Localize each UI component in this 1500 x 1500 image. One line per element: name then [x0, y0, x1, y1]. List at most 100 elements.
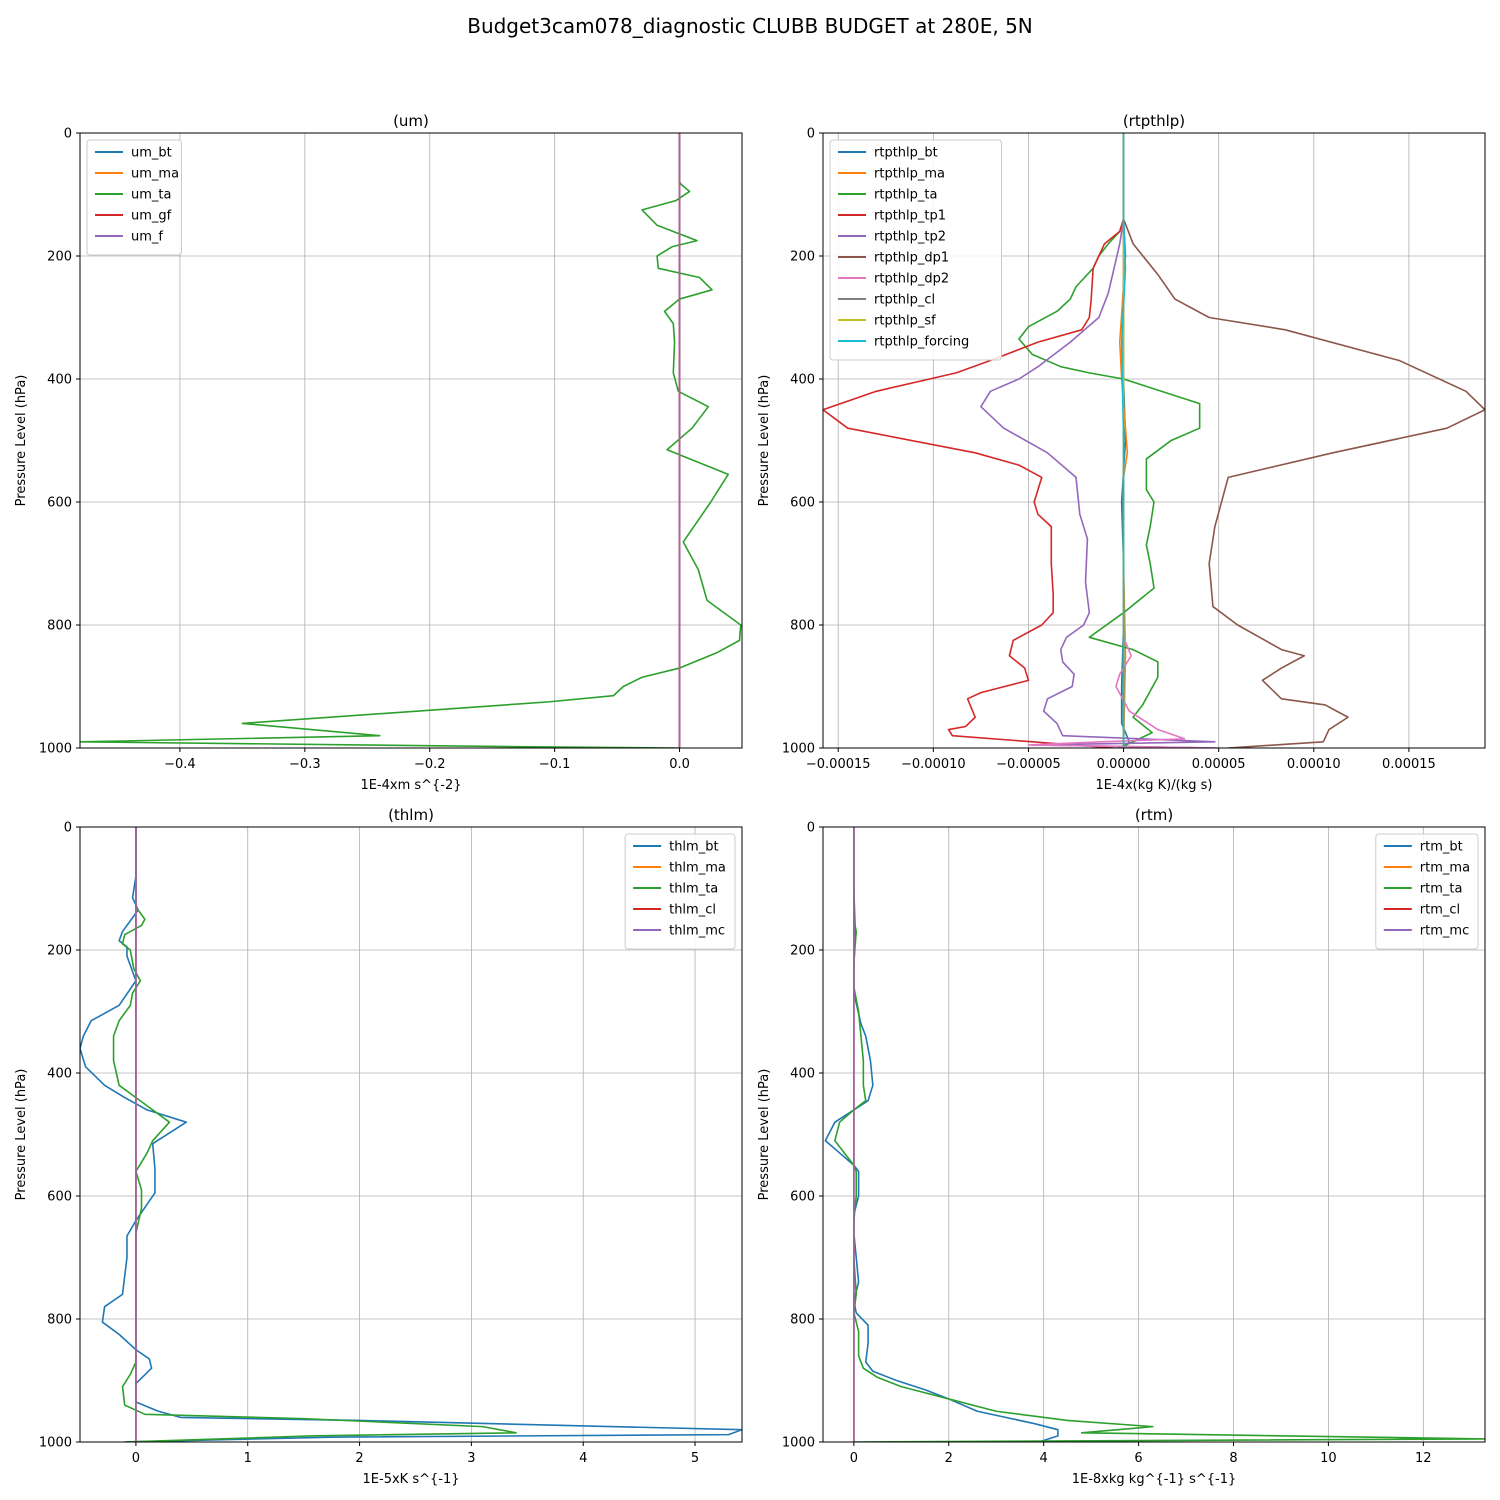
x-tick-label: 4	[579, 1451, 587, 1466]
legend-label-um_ta: um_ta	[131, 188, 171, 203]
series-group	[824, 827, 1485, 1442]
y-tick-label: 200	[790, 944, 815, 959]
legend-label-rtpthlp_sf: rtpthlp_sf	[874, 314, 936, 329]
plot-frame	[822, 826, 1486, 1443]
y-tick-label: 0	[64, 127, 72, 142]
x-axis-label: 1E-4xm s^{-2}	[360, 778, 461, 793]
series-line-rtpthlp_tp2	[980, 133, 1216, 748]
chart-panel-1: −0.00015 −0.00010 −0.00005 0.00000 0.00005 0.…	[757, 112, 1486, 793]
legend-box	[1375, 833, 1479, 950]
x-tick-label: 0	[132, 1451, 140, 1466]
legend-label-rtm_mc: rtm_mc	[1420, 924, 1469, 939]
legend-label-rtm_cl: rtm_cl	[1420, 903, 1460, 918]
x-tick-label: 1	[244, 1451, 252, 1466]
legend-label-thlm_bt: thlm_bt	[669, 840, 718, 855]
y-tick-label: 800	[47, 1313, 72, 1328]
x-axis-label: 1E-4x(kg K)/(kg s)	[1096, 778, 1213, 793]
chart-title: (um)	[393, 112, 429, 130]
y-tick-label: 0	[807, 821, 815, 836]
y-tick-label: 400	[47, 373, 72, 388]
plot-frame	[79, 826, 743, 1443]
y-axis-label: Pressure Level (hPa)	[757, 1069, 772, 1201]
y-tick-label: 600	[47, 1190, 72, 1205]
legend: thlm_bt thlm_ma thlm_ta thlm_cl thlm_mc	[624, 833, 736, 950]
y-tick-label: 200	[47, 250, 72, 265]
x-tick-label: 0	[850, 1451, 858, 1466]
y-tick-label: 400	[790, 1067, 815, 1082]
chart-title: (rtm)	[1135, 806, 1173, 824]
y-axis-label: Pressure Level (hPa)	[14, 1069, 29, 1201]
series-line-rtpthlp_ta	[1018, 133, 1201, 748]
y-tick-label: 1000	[39, 1436, 72, 1451]
legend-label-rtpthlp_ta: rtpthlp_ta	[874, 188, 937, 203]
legend-label-thlm_ta: thlm_ta	[669, 882, 718, 897]
y-tick-label: 1000	[39, 742, 72, 757]
x-tick-label: −0.1	[539, 757, 571, 772]
legend-label-rtpthlp_forcing: rtpthlp_forcing	[874, 335, 969, 350]
y-tick-label: 800	[790, 619, 815, 634]
x-tick-label: −0.00005	[996, 757, 1061, 772]
legend-label-um_bt: um_bt	[131, 146, 172, 161]
x-tick-label: 0.00015	[1382, 757, 1436, 772]
x-tick-label: 3	[467, 1451, 475, 1466]
figure-title: Budget3cam078_diagnostic CLUBB BUDGET at…	[467, 14, 1033, 38]
x-tick-label: 10	[1320, 1451, 1337, 1466]
series-line-rtpthlp_ma	[1118, 133, 1129, 748]
series-group	[80, 133, 742, 748]
chart-panel-2: 0 1 2 3 4 5 0 200 400 600 800 1000 (thlm) 1E-5xK s^{-…	[14, 806, 743, 1487]
y-tick-label: 1000	[782, 1436, 815, 1451]
x-tick-label: −0.2	[414, 757, 446, 772]
x-tick-label: 0.00005	[1192, 757, 1246, 772]
x-tick-label: −0.4	[164, 757, 196, 772]
x-tick-label: −0.00015	[806, 757, 871, 772]
y-axis-label: Pressure Level (hPa)	[14, 375, 29, 507]
legend-box	[829, 139, 1002, 361]
legend-box	[624, 833, 736, 950]
legend-label-rtpthlp_tp1: rtpthlp_tp1	[874, 209, 946, 224]
chart-title: (thlm)	[388, 806, 434, 824]
legend: um_bt um_ma um_ta um_gf um_f	[86, 139, 182, 256]
series-line-rtpthlp_tp1	[823, 133, 1125, 748]
series-line-rtpthlp_dp1	[1122, 133, 1485, 748]
y-tick-label: 0	[807, 127, 815, 142]
x-axis-label: 1E-8xkg kg^{-1} s^{-1}	[1072, 1472, 1237, 1487]
y-tick-label: 200	[790, 250, 815, 265]
x-axis-label: 1E-5xK s^{-1}	[363, 1472, 460, 1487]
y-tick-label: 600	[790, 496, 815, 511]
legend-label-um_f: um_f	[131, 230, 163, 245]
x-tick-label: 0.00000	[1097, 757, 1151, 772]
y-tick-label: 800	[790, 1313, 815, 1328]
x-tick-label: 12	[1415, 1451, 1432, 1466]
chart-title: (rtpthlp)	[1123, 112, 1185, 130]
series-group	[80, 827, 742, 1442]
x-tick-label: 0.00010	[1287, 757, 1341, 772]
chart-panel-0: −0.4 −0.3 −0.2 −0.1 0.0 0 200 400 600 800 1000 (um)…	[14, 112, 743, 793]
y-tick-label: 800	[47, 619, 72, 634]
plot-frame	[822, 132, 1486, 749]
y-axis-label: Pressure Level (hPa)	[757, 375, 772, 507]
y-tick-label: 0	[64, 821, 72, 836]
legend: rtpthlp_bt rtpthlp_ma rtpthlp_ta rtpthlp_tp…	[829, 139, 1002, 361]
chart-panel-3: 0 2 4 6 8 10 12 0 200 400 600 800 1000 (rtm) 1E-8xkg k…	[757, 806, 1486, 1487]
x-tick-label: 2	[945, 1451, 953, 1466]
x-tick-label: 0.0	[669, 757, 690, 772]
legend-box	[86, 139, 182, 256]
legend: rtm_bt rtm_ma rtm_ta rtm_cl rtm_mc	[1375, 833, 1479, 950]
legend-label-rtm_ta: rtm_ta	[1420, 882, 1463, 897]
y-tick-label: 200	[47, 944, 72, 959]
legend-label-thlm_mc: thlm_mc	[669, 924, 725, 939]
legend-label-rtpthlp_ma: rtpthlp_ma	[874, 167, 945, 182]
series-line-um_ta	[80, 133, 742, 748]
legend-label-rtpthlp_cl: rtpthlp_cl	[874, 293, 935, 308]
series-group	[823, 133, 1485, 748]
legend-label-rtpthlp_bt: rtpthlp_bt	[874, 146, 938, 161]
y-tick-label: 600	[47, 496, 72, 511]
series-line-thlm_ta	[112, 827, 517, 1442]
y-tick-label: 400	[47, 1067, 72, 1082]
y-tick-label: 600	[790, 1190, 815, 1205]
legend-label-rtm_ma: rtm_ma	[1420, 861, 1470, 876]
series-line-rtpthlp_forcing	[1120, 133, 1127, 748]
legend-label-rtm_bt: rtm_bt	[1420, 840, 1463, 855]
x-tick-label: −0.3	[289, 757, 321, 772]
